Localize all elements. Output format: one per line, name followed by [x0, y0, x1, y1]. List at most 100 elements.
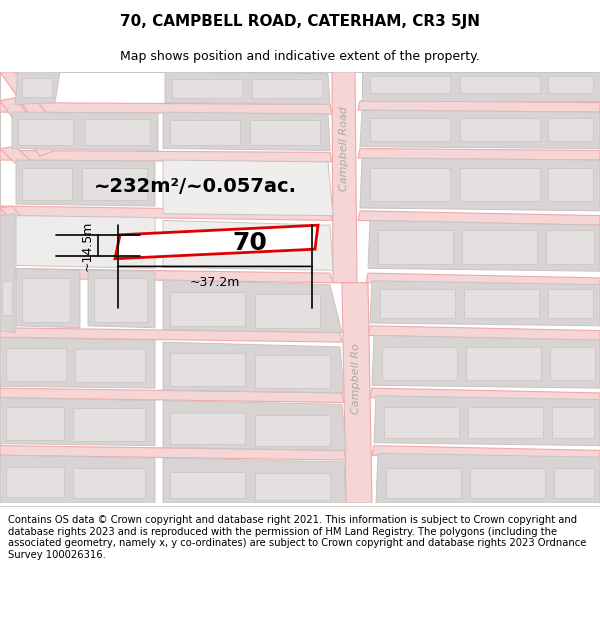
Polygon shape [88, 270, 155, 328]
Text: Campbell Road: Campbell Road [339, 106, 349, 191]
Bar [170, 352, 245, 386]
Bar [550, 347, 595, 381]
Bar [370, 118, 450, 141]
Polygon shape [163, 280, 342, 332]
Polygon shape [0, 388, 344, 402]
Bar [382, 347, 457, 381]
Polygon shape [16, 216, 155, 268]
Bar [73, 408, 145, 441]
Bar [255, 415, 330, 446]
Polygon shape [115, 225, 318, 259]
Polygon shape [368, 326, 600, 340]
Text: 70: 70 [233, 231, 268, 256]
Polygon shape [163, 458, 346, 503]
Bar [2, 281, 12, 315]
Polygon shape [16, 268, 80, 328]
Bar [554, 468, 594, 498]
Text: Campbell Ro: Campbell Ro [351, 343, 361, 414]
Polygon shape [332, 72, 357, 282]
Bar [22, 278, 70, 322]
Polygon shape [362, 72, 600, 101]
Bar [546, 230, 594, 264]
Bar [370, 76, 450, 93]
Polygon shape [163, 221, 333, 270]
Polygon shape [368, 221, 600, 271]
Text: ~14.5m: ~14.5m [81, 220, 94, 271]
Bar [468, 408, 543, 438]
Polygon shape [0, 147, 30, 163]
Polygon shape [360, 110, 600, 149]
Bar [75, 349, 145, 382]
Polygon shape [372, 336, 600, 388]
Polygon shape [0, 206, 332, 221]
Text: Contains OS data © Crown copyright and database right 2021. This information is : Contains OS data © Crown copyright and d… [8, 515, 586, 560]
Bar [548, 168, 593, 201]
Bar [460, 118, 540, 141]
Polygon shape [0, 72, 55, 129]
Polygon shape [163, 342, 344, 393]
Bar [464, 289, 539, 318]
Bar [6, 467, 64, 498]
Bar [255, 294, 320, 328]
Bar [548, 118, 593, 141]
Bar [172, 79, 242, 98]
Bar [466, 347, 541, 381]
Polygon shape [360, 158, 600, 211]
Polygon shape [372, 446, 600, 460]
Polygon shape [0, 455, 155, 503]
Text: ~37.2m: ~37.2m [190, 276, 240, 289]
Polygon shape [165, 72, 330, 104]
Polygon shape [374, 396, 600, 446]
Bar [85, 119, 150, 145]
Polygon shape [370, 281, 600, 326]
Bar [22, 168, 72, 200]
Bar [22, 78, 52, 97]
Bar [18, 119, 73, 145]
Bar [386, 468, 461, 498]
Text: 70, CAMPBELL ROAD, CATERHAM, CR3 5JN: 70, CAMPBELL ROAD, CATERHAM, CR3 5JN [120, 14, 480, 29]
Bar [255, 473, 330, 500]
Polygon shape [16, 160, 155, 206]
Polygon shape [0, 98, 55, 156]
Polygon shape [358, 101, 600, 112]
Bar [6, 348, 66, 381]
Bar [170, 471, 245, 498]
Bar [170, 292, 245, 326]
Text: Map shows position and indicative extent of the property.: Map shows position and indicative extent… [120, 49, 480, 62]
Bar [252, 79, 322, 98]
Bar [460, 76, 540, 93]
Polygon shape [0, 398, 155, 446]
Bar [170, 120, 240, 145]
Bar [170, 413, 245, 444]
Polygon shape [358, 149, 600, 160]
Bar [6, 408, 64, 440]
Polygon shape [0, 446, 346, 460]
Bar [380, 289, 455, 318]
Bar [384, 408, 459, 438]
Bar [82, 168, 147, 200]
Polygon shape [358, 211, 600, 225]
Polygon shape [163, 401, 346, 451]
Bar [460, 168, 540, 201]
Bar [94, 278, 147, 322]
Bar [370, 168, 450, 201]
Polygon shape [370, 388, 600, 402]
Bar [462, 230, 537, 264]
Polygon shape [163, 112, 330, 151]
Polygon shape [0, 151, 332, 162]
Polygon shape [0, 206, 20, 217]
Bar [548, 289, 593, 318]
Polygon shape [0, 328, 342, 342]
Polygon shape [366, 273, 600, 288]
Polygon shape [15, 72, 60, 104]
Bar [378, 230, 453, 264]
Bar [73, 468, 145, 498]
Bar [250, 120, 320, 145]
Polygon shape [0, 268, 333, 282]
Text: ~232m²/~0.057ac.: ~232m²/~0.057ac. [94, 177, 296, 196]
Bar [470, 468, 545, 498]
Bar [552, 408, 594, 438]
Polygon shape [376, 453, 600, 503]
Bar [548, 76, 593, 93]
Polygon shape [12, 112, 158, 151]
